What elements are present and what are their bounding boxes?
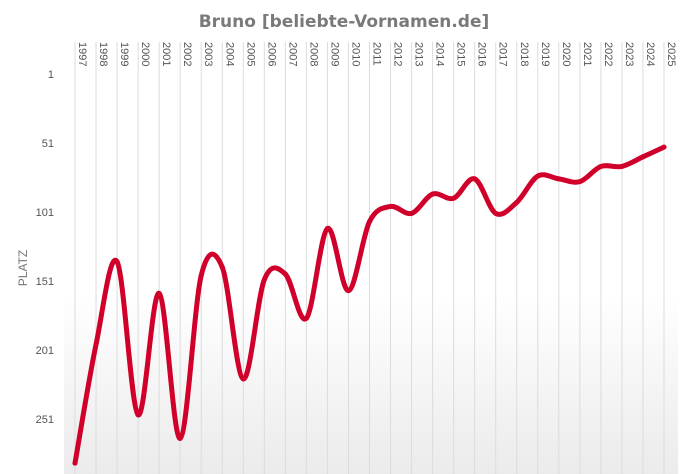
- x-tick-label: 2011: [371, 42, 383, 66]
- grid-lines: [74, 42, 665, 474]
- data-point: [661, 144, 667, 150]
- data-point: [640, 154, 646, 160]
- data-point: [388, 203, 394, 209]
- data-point: [240, 376, 246, 382]
- data-point: [514, 199, 520, 205]
- x-tick-label: 2025: [665, 42, 677, 66]
- x-tick-label: 2005: [244, 42, 256, 66]
- data-point: [535, 173, 541, 179]
- x-tick-label: 2015: [455, 42, 467, 66]
- x-tick-label: 2019: [539, 42, 551, 66]
- series-line: [72, 144, 667, 466]
- data-point: [198, 272, 204, 278]
- x-tick-label: 1999: [118, 42, 130, 66]
- x-tick-label: 2022: [602, 42, 614, 66]
- y-tick-label: 101: [36, 207, 54, 219]
- x-tick-label: 2007: [286, 42, 298, 66]
- x-tick-label: 2004: [223, 42, 235, 66]
- data-point: [135, 412, 141, 418]
- data-point: [282, 271, 288, 277]
- x-axis-ticks: 1997 1998 1999 2000 2001 2002 2003 2004 2005 2006…: [76, 42, 677, 66]
- x-tick-label: 2013: [413, 42, 425, 66]
- x-tick-label: 2018: [518, 42, 530, 66]
- data-point: [367, 219, 372, 225]
- data-point: [598, 163, 604, 169]
- data-point: [324, 226, 330, 232]
- data-point: [409, 210, 415, 216]
- plot-background: [64, 72, 678, 474]
- data-point: [493, 210, 499, 216]
- data-point: [556, 176, 562, 182]
- x-tick-label: 2002: [181, 42, 193, 66]
- data-point: [303, 315, 309, 321]
- x-tick-label: 2014: [434, 42, 446, 66]
- x-tick-label: 2020: [560, 42, 572, 66]
- y-tick-label: 51: [42, 138, 54, 150]
- data-point: [345, 288, 351, 294]
- y-tick-label: 1: [48, 69, 54, 81]
- x-tick-label: 2017: [497, 42, 509, 66]
- x-tick-label: 2003: [202, 42, 214, 66]
- x-tick-label: 2021: [581, 42, 593, 66]
- chart-title: Bruno [beliebte-Vornamen.de]: [199, 12, 490, 32]
- x-tick-label: 2012: [392, 42, 404, 66]
- y-tick-label: 151: [36, 276, 54, 288]
- x-tick-label: 1997: [76, 42, 88, 66]
- data-point: [219, 264, 225, 270]
- data-point: [451, 195, 457, 201]
- y-tick-label: 251: [36, 414, 54, 426]
- data-point: [261, 277, 267, 283]
- x-tick-label: 2008: [307, 42, 319, 66]
- data-point: [430, 191, 436, 197]
- data-point: [156, 290, 162, 296]
- x-tick-label: 2016: [476, 42, 488, 66]
- x-tick-label: 2023: [623, 42, 635, 66]
- x-tick-label: 2009: [328, 42, 340, 66]
- data-point: [114, 259, 120, 265]
- data-point: [72, 460, 78, 466]
- data-point: [577, 179, 583, 185]
- data-point: [93, 341, 99, 347]
- x-tick-label: 1998: [97, 42, 109, 66]
- data-point: [619, 163, 625, 169]
- x-tick-label: 2001: [160, 42, 172, 66]
- y-tick-label: 201: [36, 345, 54, 357]
- y-axis-label: PLATZ: [16, 250, 30, 286]
- x-tick-label: 2000: [139, 42, 151, 66]
- x-tick-label: 2006: [265, 42, 277, 66]
- data-point: [472, 176, 478, 182]
- series-layer: [72, 144, 667, 466]
- data-point: [177, 435, 183, 441]
- x-tick-label: 2024: [644, 42, 656, 66]
- x-tick-label: 2010: [349, 42, 361, 66]
